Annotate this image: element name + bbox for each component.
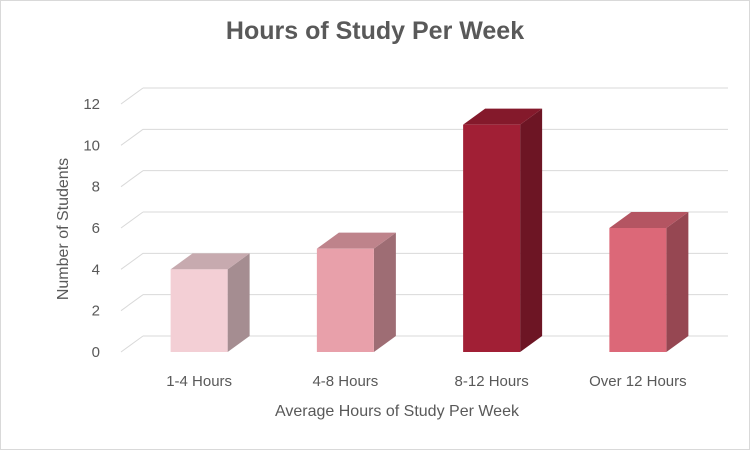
bar-top <box>463 108 543 125</box>
y-tick-label: 0 <box>92 344 100 361</box>
bar-front <box>463 124 521 353</box>
bar-front <box>609 228 667 352</box>
bar-side <box>227 253 250 352</box>
bar <box>170 253 250 352</box>
x-tick-label: 1-4 Hours <box>166 373 232 390</box>
gridline-depth <box>120 294 144 312</box>
bar-top <box>609 212 689 228</box>
y-tick-label: 4 <box>92 261 100 278</box>
bar <box>609 212 689 352</box>
gridline-depth <box>120 128 144 146</box>
bar <box>463 108 543 353</box>
y-tick-label: 6 <box>92 220 100 237</box>
bar <box>316 232 396 352</box>
y-tick-label: 2 <box>92 303 100 320</box>
x-axis-title: Average Hours of Study Per Week <box>275 403 520 420</box>
y-tick-label: 12 <box>83 96 100 113</box>
x-tick-label: 4-8 Hours <box>312 373 378 390</box>
y-tick-label: 10 <box>83 137 100 154</box>
gridline-depth <box>120 252 144 270</box>
gridline-depth <box>120 87 144 105</box>
y-tick-label: 8 <box>92 179 100 196</box>
gridline-depth <box>120 211 144 229</box>
bar-front <box>170 269 228 352</box>
x-tick-label: Over 12 Hours <box>589 373 687 390</box>
bar-top <box>316 232 396 249</box>
gridline-depth <box>120 170 144 188</box>
bar-side <box>520 108 543 353</box>
chart-title: Hours of Study Per Week <box>225 17 525 45</box>
y-axis-title: Number of Students <box>55 158 72 300</box>
bar-top <box>170 253 250 270</box>
bar-side <box>373 232 396 352</box>
bar-side <box>666 212 689 352</box>
gridline-depth <box>120 335 144 353</box>
x-tick-label: 8-12 Hours <box>455 373 529 390</box>
bar-front <box>316 248 374 352</box>
